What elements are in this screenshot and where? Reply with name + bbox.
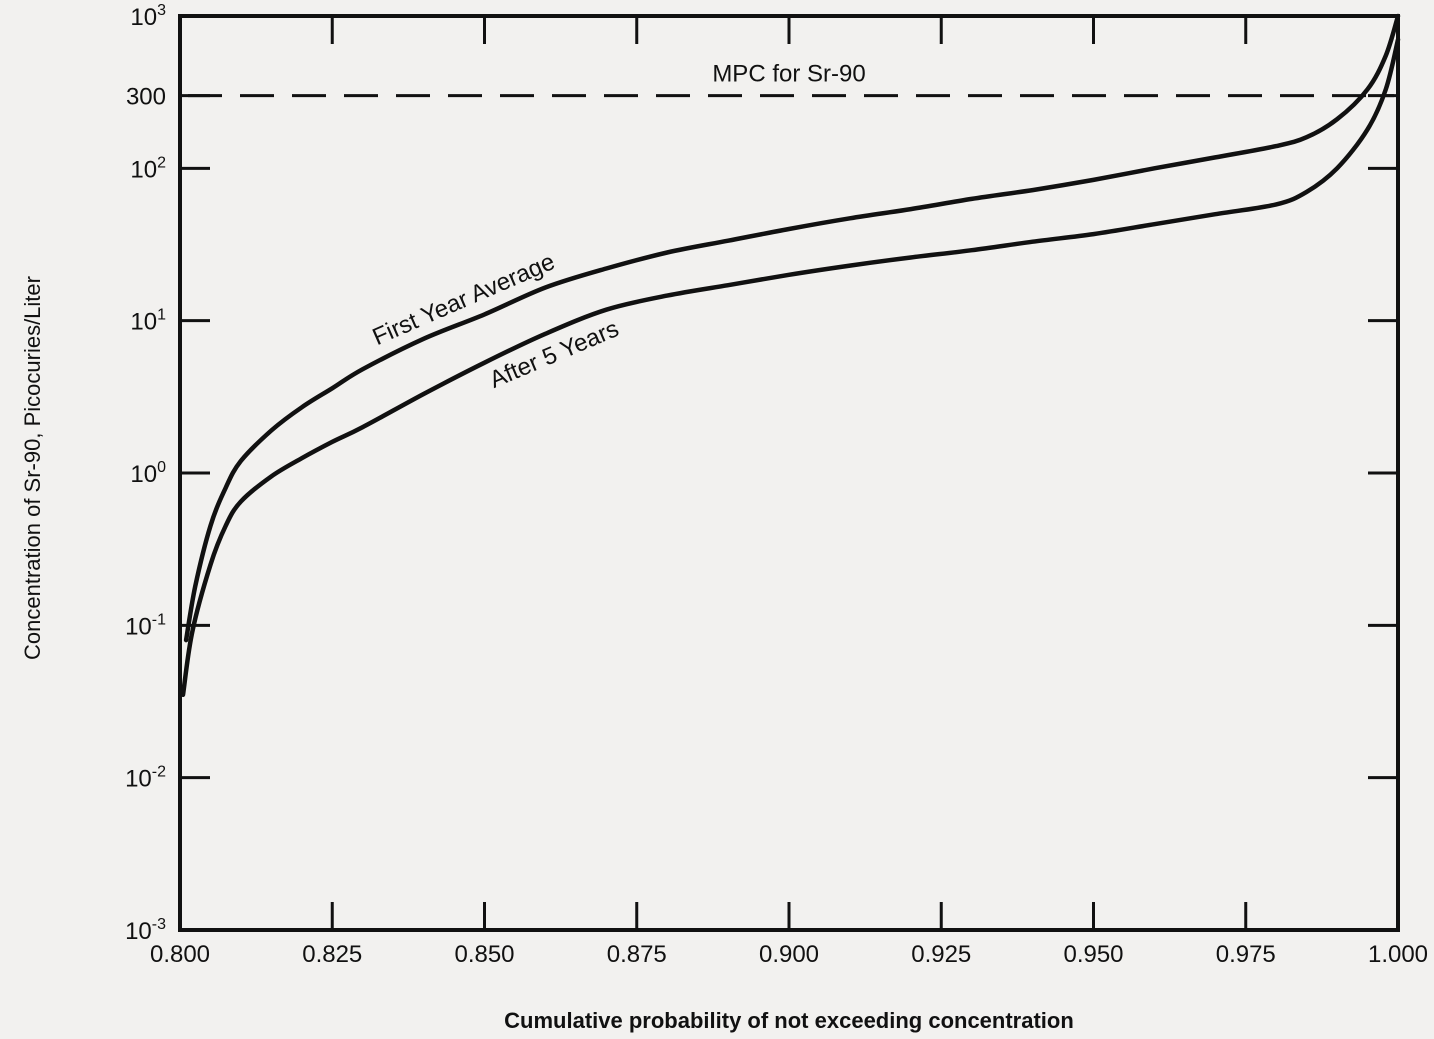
y-tick-label: 101 (130, 307, 166, 336)
x-tick-label: 0.900 (759, 941, 819, 968)
x-tick-label: 0.925 (911, 941, 971, 968)
x-tick-label: 0.875 (607, 941, 667, 968)
plot-frame (178, 14, 1400, 932)
x-tick-label: 0.800 (150, 941, 210, 968)
y-tick-labels: 10-3 10-2 10-1 100 101 102 300 103 (125, 2, 166, 945)
y-tick-label: 10-2 (125, 764, 166, 793)
y-tick-label: 10-3 (125, 916, 166, 945)
mpc-reference-label: MPC for Sr-90 (712, 61, 865, 88)
x-tick-label: 0.850 (454, 941, 514, 968)
x-tick-label: 0.950 (1063, 941, 1123, 968)
axis-ticks (180, 16, 1398, 930)
x-tick-label: 1.000 (1368, 941, 1428, 968)
y-tick-label: 102 (130, 154, 166, 183)
y-tick-label: 100 (130, 459, 166, 488)
y-axis-title: Concentration of Sr-90, Picocuries/Liter (20, 276, 45, 660)
after-5-years-curve (180, 37, 1401, 698)
x-tick-label: 0.975 (1216, 941, 1276, 968)
first-year-average-label: First Year Average (369, 248, 559, 351)
y-tick-label: 300 (126, 84, 166, 111)
y-tick-label: 103 (130, 2, 166, 31)
first-year-average-curve (183, 13, 1401, 643)
y-tick-label: 10-1 (125, 611, 166, 640)
x-tick-labels: 0.800 0.825 0.850 0.875 0.900 0.925 0.950 0.975… (150, 941, 1428, 968)
x-tick-label: 0.825 (302, 941, 362, 968)
data-series (180, 13, 1401, 698)
x-axis-title: Cumulative probability of not exceeding … (504, 1008, 1074, 1033)
